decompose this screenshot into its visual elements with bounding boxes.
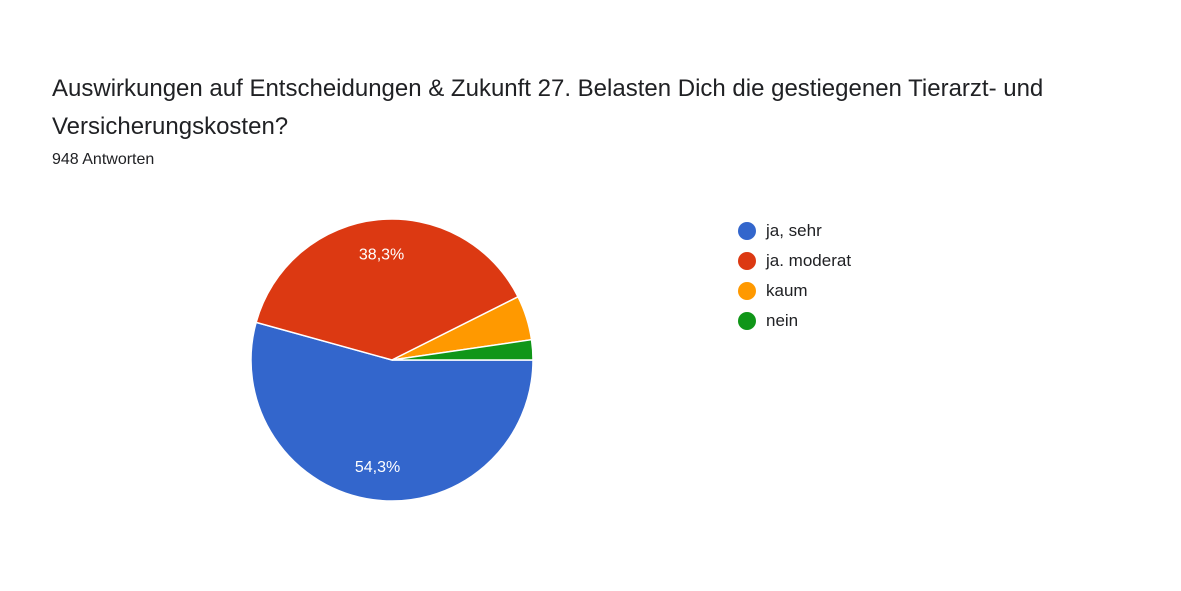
pie-data-label: 54,3% (355, 459, 400, 476)
response-count: 948 Antworten (52, 151, 155, 168)
legend-item[interactable]: ja. moderat (738, 246, 851, 276)
pie-slice-4[interactable] (391, 338, 534, 361)
pie-slice-1[interactable] (250, 321, 534, 502)
legend-item[interactable]: nein (738, 306, 851, 336)
legend-label: nein (766, 311, 799, 330)
legend-item[interactable]: kaum (738, 276, 851, 306)
pie-data-labels: 54,3% 38,3% (355, 246, 404, 476)
pie-data-label: 38,3% (359, 246, 404, 263)
legend-swatch (738, 282, 756, 300)
chart-legend: ja, sehr ja. moderat kaum nein (738, 216, 851, 336)
legend-label: ja, sehr (766, 221, 822, 240)
legend-label: kaum (766, 281, 808, 300)
legend-swatch (738, 312, 756, 330)
chart-title: Auswirkungen auf Entscheidungen & Zukunf… (52, 75, 1044, 140)
pie-slices (250, 218, 534, 502)
legend-swatch (738, 222, 756, 240)
legend-label: ja. moderat (766, 251, 852, 270)
legend-item[interactable]: ja, sehr (738, 216, 851, 246)
pie-slice-2[interactable] (255, 218, 520, 361)
legend-swatch (738, 252, 756, 270)
